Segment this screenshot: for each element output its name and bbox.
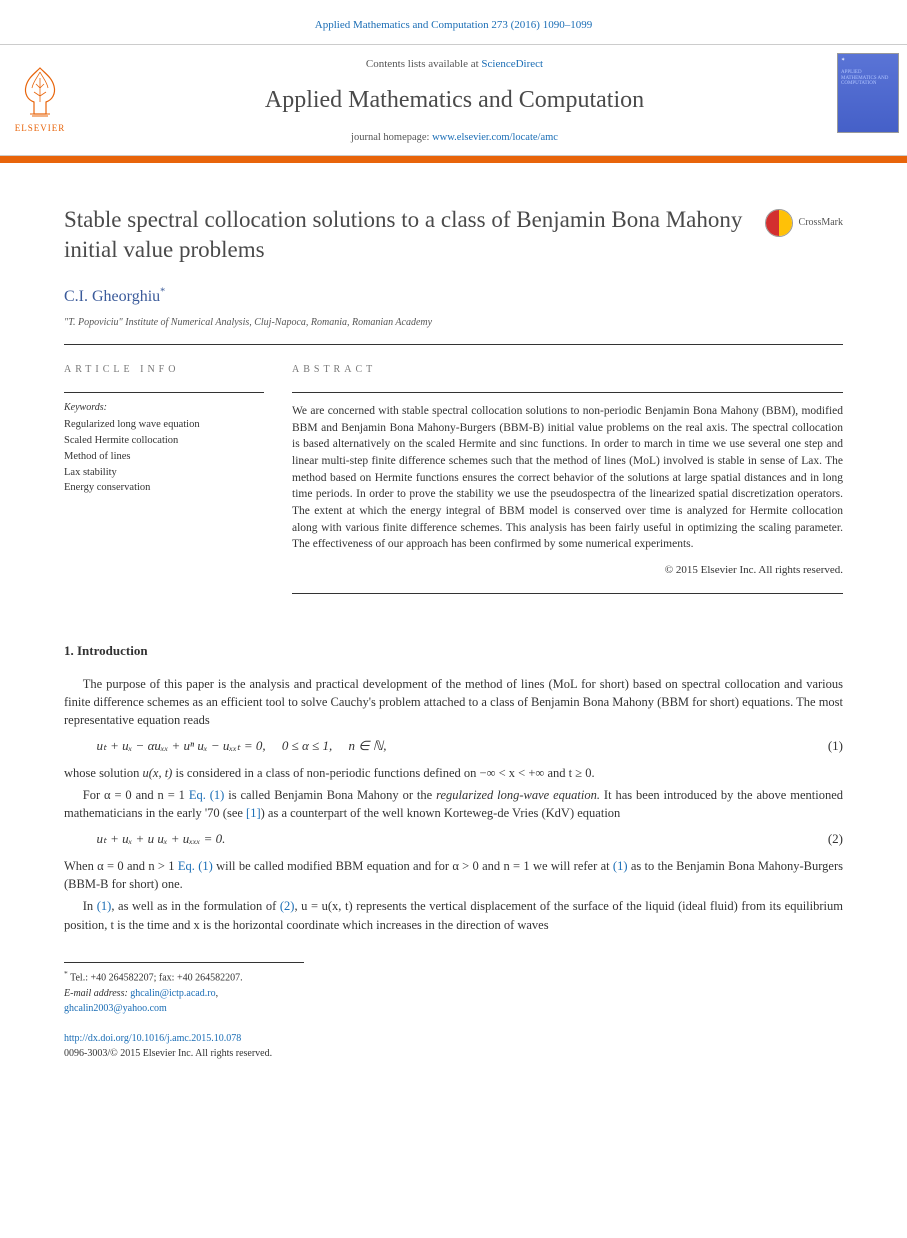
orange-divider [0, 156, 907, 163]
eq-ref-link[interactable]: (2) [280, 899, 295, 913]
eq-ref-link[interactable]: Eq. (1) [178, 859, 213, 873]
text: whose solution [64, 766, 142, 780]
rule [292, 593, 843, 594]
citation-link[interactable]: Applied Mathematics and Computation 273 … [315, 19, 592, 31]
email-link[interactable]: ghcalin@ictp.acad.ro [130, 988, 215, 999]
elsevier-tree-icon [16, 64, 64, 120]
keyword: Scaled Hermite collocation [64, 433, 264, 449]
author-text: C.I. Gheorghiu [64, 288, 160, 305]
equation-text: uₜ + uₓ + u uₓ + uₓₓₓ = 0. [97, 830, 828, 849]
elsevier-label: ELSEVIER [15, 122, 66, 135]
equation-1: uₜ + uₓ − αuₓₓ + uⁿ uₓ − uₓₓₜ = 0, 0 ≤ α… [97, 737, 844, 756]
paragraph: whose solution u(x, t) is considered in … [64, 764, 843, 782]
footnote-email: E-mail address: ghcalin@ictp.acad.ro, gh… [64, 987, 304, 1016]
paragraph: The purpose of this paper is the analysi… [64, 675, 843, 729]
doi-link[interactable]: http://dx.doi.org/10.1016/j.amc.2015.10.… [64, 1033, 241, 1044]
equation-text: uₜ + uₓ − αuₓₓ + uⁿ uₓ − uₓₓₜ = 0, 0 ≤ α… [97, 737, 828, 756]
email-label: E-mail address: [64, 988, 128, 999]
keywords-label: Keywords: [64, 392, 264, 416]
journal-name: Applied Mathematics and Computation [80, 83, 829, 118]
abstract-copyright: © 2015 Elsevier Inc. All rights reserved… [292, 563, 843, 579]
cover-box: ✶ APPLIED MATHEMATICS AND COMPUTATION [837, 53, 899, 133]
article-body: Stable spectral collocation solutions to… [0, 205, 907, 1062]
article-info-head: ARTICLE INFO [64, 363, 264, 378]
title-block: Stable spectral collocation solutions to… [64, 205, 843, 265]
cover-title: APPLIED MATHEMATICS AND COMPUTATION [841, 70, 895, 87]
equation-number: (2) [828, 830, 843, 849]
author-footnote-marker: * [160, 286, 165, 297]
keyword: Energy conservation [64, 480, 264, 496]
keyword: Lax stability [64, 465, 264, 481]
eq-ref-link[interactable]: (1) [613, 859, 628, 873]
text: will be called modified BBM equation and… [213, 859, 613, 873]
homepage-line: journal homepage: www.elsevier.com/locat… [80, 130, 829, 145]
equation-2: uₜ + uₓ + u uₓ + uₓₓₓ = 0. (2) [97, 830, 844, 849]
author-name[interactable]: C.I. Gheorghiu* [64, 285, 843, 308]
equation-number: (1) [828, 737, 843, 756]
abstract-col: ABSTRACT We are concerned with stable sp… [292, 345, 843, 593]
crossmark-badge[interactable]: CrossMark [765, 209, 843, 237]
math-inline: u(x, t) [142, 766, 172, 780]
text: , as well as in the formulation of [111, 899, 280, 913]
footnote-marker: * [64, 969, 68, 978]
footnotes: * Tel.: +40 264582207; fax: +40 26458220… [64, 962, 304, 1017]
contents-prefix: Contents lists available at [366, 58, 481, 70]
tel-text: Tel.: +40 264582207; fax: +40 264582207. [70, 972, 243, 983]
running-head: Applied Mathematics and Computation 273 … [0, 0, 907, 44]
footnote-tel: * Tel.: +40 264582207; fax: +40 26458220… [64, 969, 304, 986]
emphasis: regularized long-wave equation. [436, 788, 600, 802]
sep: , [216, 988, 219, 999]
text: is called Benjamin Bona Mahony or the [224, 788, 436, 802]
contents-line: Contents lists available at ScienceDirec… [80, 57, 829, 73]
elsevier-logo[interactable]: ELSEVIER [0, 45, 80, 155]
homepage-prefix: journal homepage: [351, 132, 432, 143]
keyword: Method of lines [64, 449, 264, 465]
text: For α = 0 and n = 1 [83, 788, 189, 802]
citation-ref-link[interactable]: [1] [246, 806, 261, 820]
keyword: Regularized long wave equation [64, 417, 264, 433]
footer: http://dx.doi.org/10.1016/j.amc.2015.10.… [64, 1032, 843, 1061]
affiliation: "T. Popoviciu" Institute of Numerical An… [64, 316, 843, 331]
masthead: ELSEVIER Contents lists available at Sci… [0, 44, 907, 156]
cover-mini-logo: ✶ [841, 57, 895, 64]
text: When α = 0 and n > 1 [64, 859, 178, 873]
masthead-center: Contents lists available at ScienceDirec… [80, 45, 829, 155]
info-abstract-row: ARTICLE INFO Keywords: Regularized long … [64, 345, 843, 593]
crossmark-label: CrossMark [799, 216, 843, 231]
journal-cover-thumb[interactable]: ✶ APPLIED MATHEMATICS AND COMPUTATION [829, 45, 907, 155]
crossmark-icon [765, 209, 793, 237]
text: In [83, 899, 97, 913]
article-title: Stable spectral collocation solutions to… [64, 205, 745, 265]
email-link[interactable]: ghcalin2003@yahoo.com [64, 1003, 167, 1014]
section-1-head: 1. Introduction [64, 642, 843, 661]
paragraph: For α = 0 and n = 1 Eq. (1) is called Be… [64, 786, 843, 822]
paragraph: When α = 0 and n > 1 Eq. (1) will be cal… [64, 857, 843, 893]
sciencedirect-link[interactable]: ScienceDirect [481, 58, 543, 70]
paragraph: In (1), as well as in the formulation of… [64, 897, 843, 933]
homepage-link[interactable]: www.elsevier.com/locate/amc [432, 132, 558, 143]
keywords-list: Regularized long wave equation Scaled He… [64, 417, 264, 496]
abstract-body: We are concerned with stable spectral co… [292, 392, 843, 553]
issn-copyright: 0096-3003/© 2015 Elsevier Inc. All right… [64, 1047, 843, 1062]
text: is considered in a class of non-periodic… [172, 766, 594, 780]
eq-ref-link[interactable]: (1) [97, 899, 112, 913]
article-info-col: ARTICLE INFO Keywords: Regularized long … [64, 345, 264, 593]
text: ) as a counterpart of the well known Kor… [261, 806, 621, 820]
abstract-head: ABSTRACT [292, 363, 843, 378]
eq-ref-link[interactable]: Eq. (1) [189, 788, 225, 802]
